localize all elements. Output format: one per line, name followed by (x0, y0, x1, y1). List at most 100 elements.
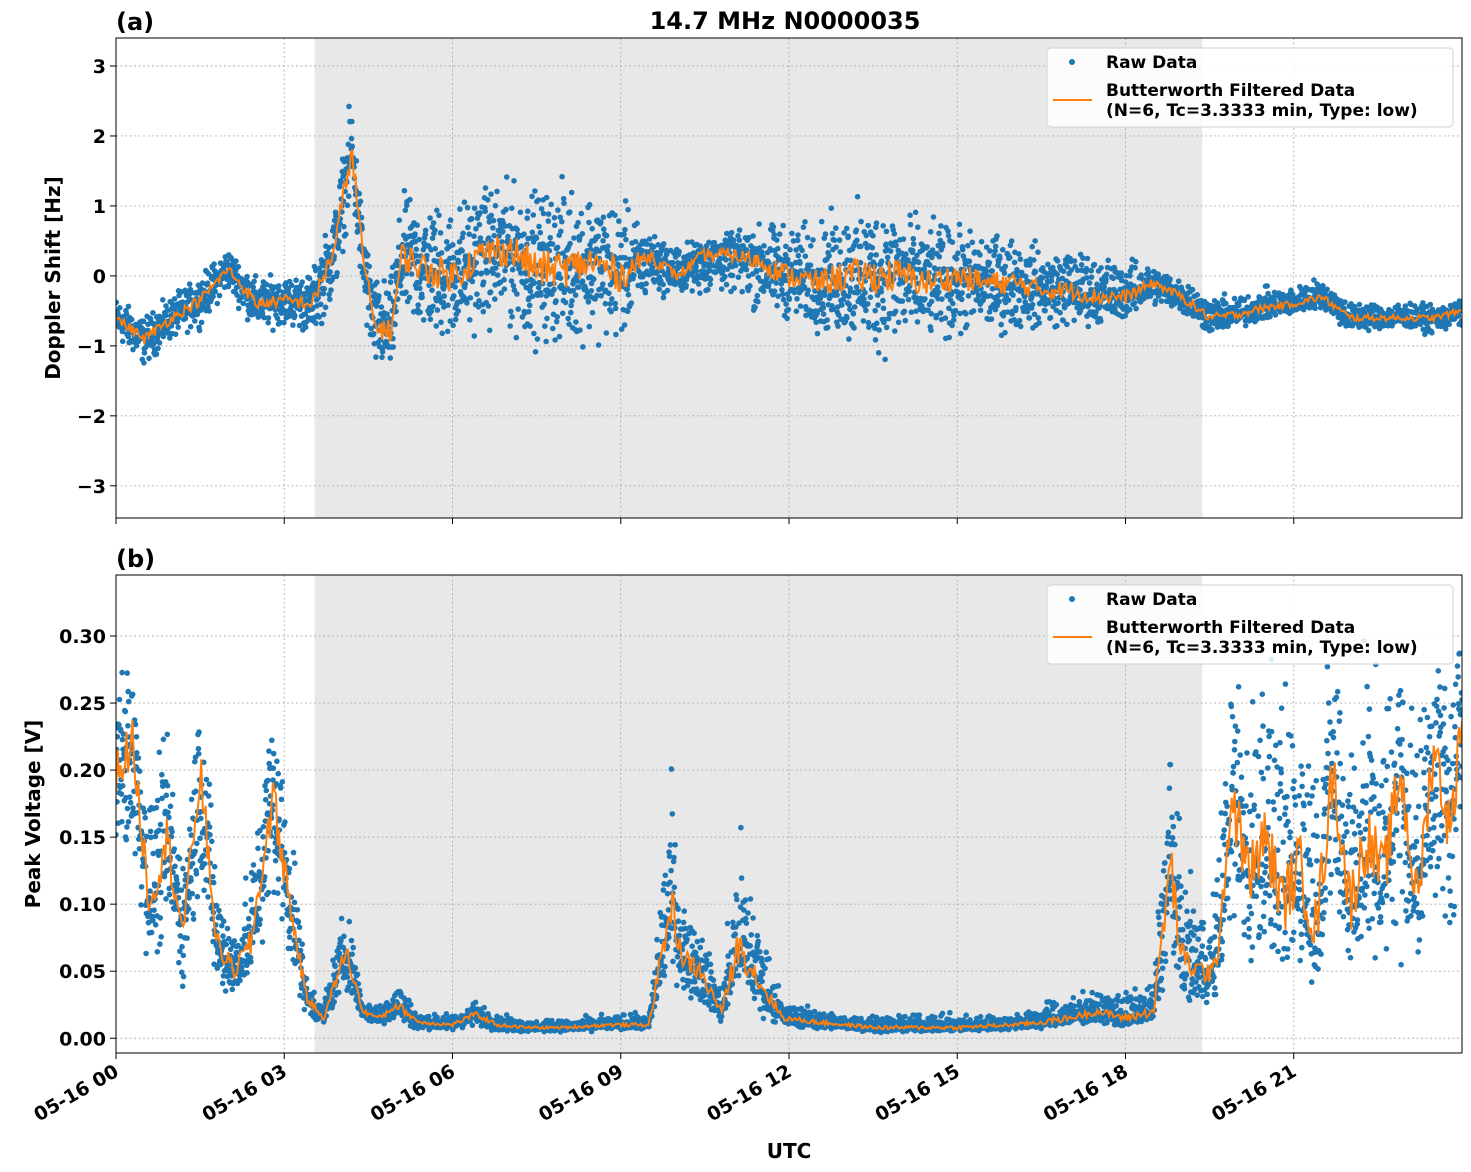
y-tick-label: 0.25 (59, 693, 106, 715)
raw-data-point (318, 320, 325, 327)
raw-data-point (1223, 300, 1229, 307)
raw-data-point (155, 345, 161, 352)
raw-data-point (235, 263, 242, 270)
raw-data-point (269, 737, 275, 744)
raw-data-point (474, 291, 480, 298)
raw-data-point (192, 318, 198, 324)
raw-data-point (753, 268, 760, 275)
raw-data-point (830, 306, 837, 313)
raw-data-point (259, 939, 266, 945)
raw-data-point (151, 907, 157, 913)
raw-data-point (607, 301, 613, 307)
raw-data-point (880, 305, 887, 312)
raw-data-point (260, 824, 267, 830)
raw-data-point (833, 244, 839, 250)
raw-data-point (1048, 278, 1055, 284)
raw-data-point (156, 340, 163, 346)
raw-data-point (1242, 322, 1249, 329)
raw-data-point (464, 300, 470, 306)
raw-data-point (508, 308, 514, 315)
raw-data-point (455, 259, 462, 266)
raw-data-point (171, 846, 178, 852)
raw-data-point (138, 884, 145, 890)
raw-data-point (928, 298, 935, 305)
raw-data-point (193, 871, 200, 877)
raw-data-point (1088, 267, 1094, 274)
raw-data-point (540, 241, 546, 247)
raw-data-point (266, 748, 272, 754)
raw-data-point (201, 861, 208, 867)
raw-data-point (1064, 321, 1070, 328)
raw-data-point (1311, 277, 1317, 283)
raw-data-point (490, 217, 497, 224)
raw-data-point (334, 270, 340, 276)
raw-data-point (290, 322, 296, 328)
raw-data-point (925, 307, 931, 313)
raw-data-point (1027, 261, 1033, 268)
raw-data-point (370, 330, 377, 337)
raw-data-point (394, 258, 400, 264)
legend-filtered-label: Butterworth Filtered Data (1106, 81, 1355, 101)
raw-data-point (294, 907, 301, 913)
raw-data-point (301, 1006, 308, 1013)
raw-data-point (883, 228, 890, 235)
raw-data-point (1189, 286, 1196, 293)
raw-data-point (1057, 309, 1063, 316)
raw-data-point (364, 322, 370, 329)
raw-data-point (1288, 287, 1294, 294)
raw-data-point (887, 248, 894, 254)
raw-data-point (1045, 300, 1052, 306)
raw-data-point (583, 294, 589, 300)
raw-data-point (936, 253, 943, 260)
raw-data-point (571, 235, 577, 241)
raw-data-point (198, 319, 205, 326)
raw-data-point (1427, 301, 1434, 308)
raw-data-point (1429, 330, 1435, 336)
raw-data-point (473, 269, 480, 276)
raw-data-point (192, 848, 198, 855)
raw-data-point (919, 303, 925, 310)
raw-data-point (946, 334, 952, 341)
raw-data-point (568, 189, 575, 196)
raw-data-point (834, 292, 840, 298)
raw-data-point (924, 244, 930, 250)
raw-data-point (188, 877, 194, 884)
raw-data-point (697, 243, 703, 249)
raw-data-point (189, 890, 196, 897)
raw-data-point (259, 310, 266, 317)
raw-data-point (279, 916, 285, 922)
raw-data-point (1147, 293, 1154, 299)
raw-data-point (552, 337, 558, 343)
raw-data-point (467, 317, 473, 323)
raw-data-point (353, 158, 360, 164)
raw-data-point (676, 248, 682, 255)
raw-data-point (453, 278, 459, 284)
raw-data-point (1127, 273, 1133, 279)
raw-data-point (899, 298, 906, 304)
raw-data-point (279, 779, 286, 785)
raw-data-point (570, 287, 577, 294)
raw-data-point (1005, 297, 1012, 303)
raw-data-point (992, 243, 999, 250)
raw-data-point (778, 281, 785, 287)
raw-data-point (605, 243, 611, 250)
x-tick-label: 05-16 15 (871, 1060, 963, 1126)
raw-data-point (1017, 256, 1024, 263)
raw-data-point (578, 210, 585, 217)
raw-data-point (256, 921, 263, 928)
raw-data-point (210, 293, 216, 300)
raw-data-point (634, 220, 640, 227)
raw-data-point (932, 266, 939, 272)
raw-data-point (839, 302, 845, 308)
raw-data-point (229, 986, 236, 993)
raw-data-point (233, 258, 239, 264)
x-tick-label: 05-16 12 (703, 1060, 795, 1126)
raw-data-point (368, 325, 374, 332)
raw-data-point (950, 300, 956, 307)
raw-data-point (422, 227, 429, 234)
raw-data-point (179, 943, 185, 950)
raw-data-point (603, 330, 610, 336)
raw-data-point (244, 970, 250, 976)
raw-data-point (270, 327, 276, 334)
